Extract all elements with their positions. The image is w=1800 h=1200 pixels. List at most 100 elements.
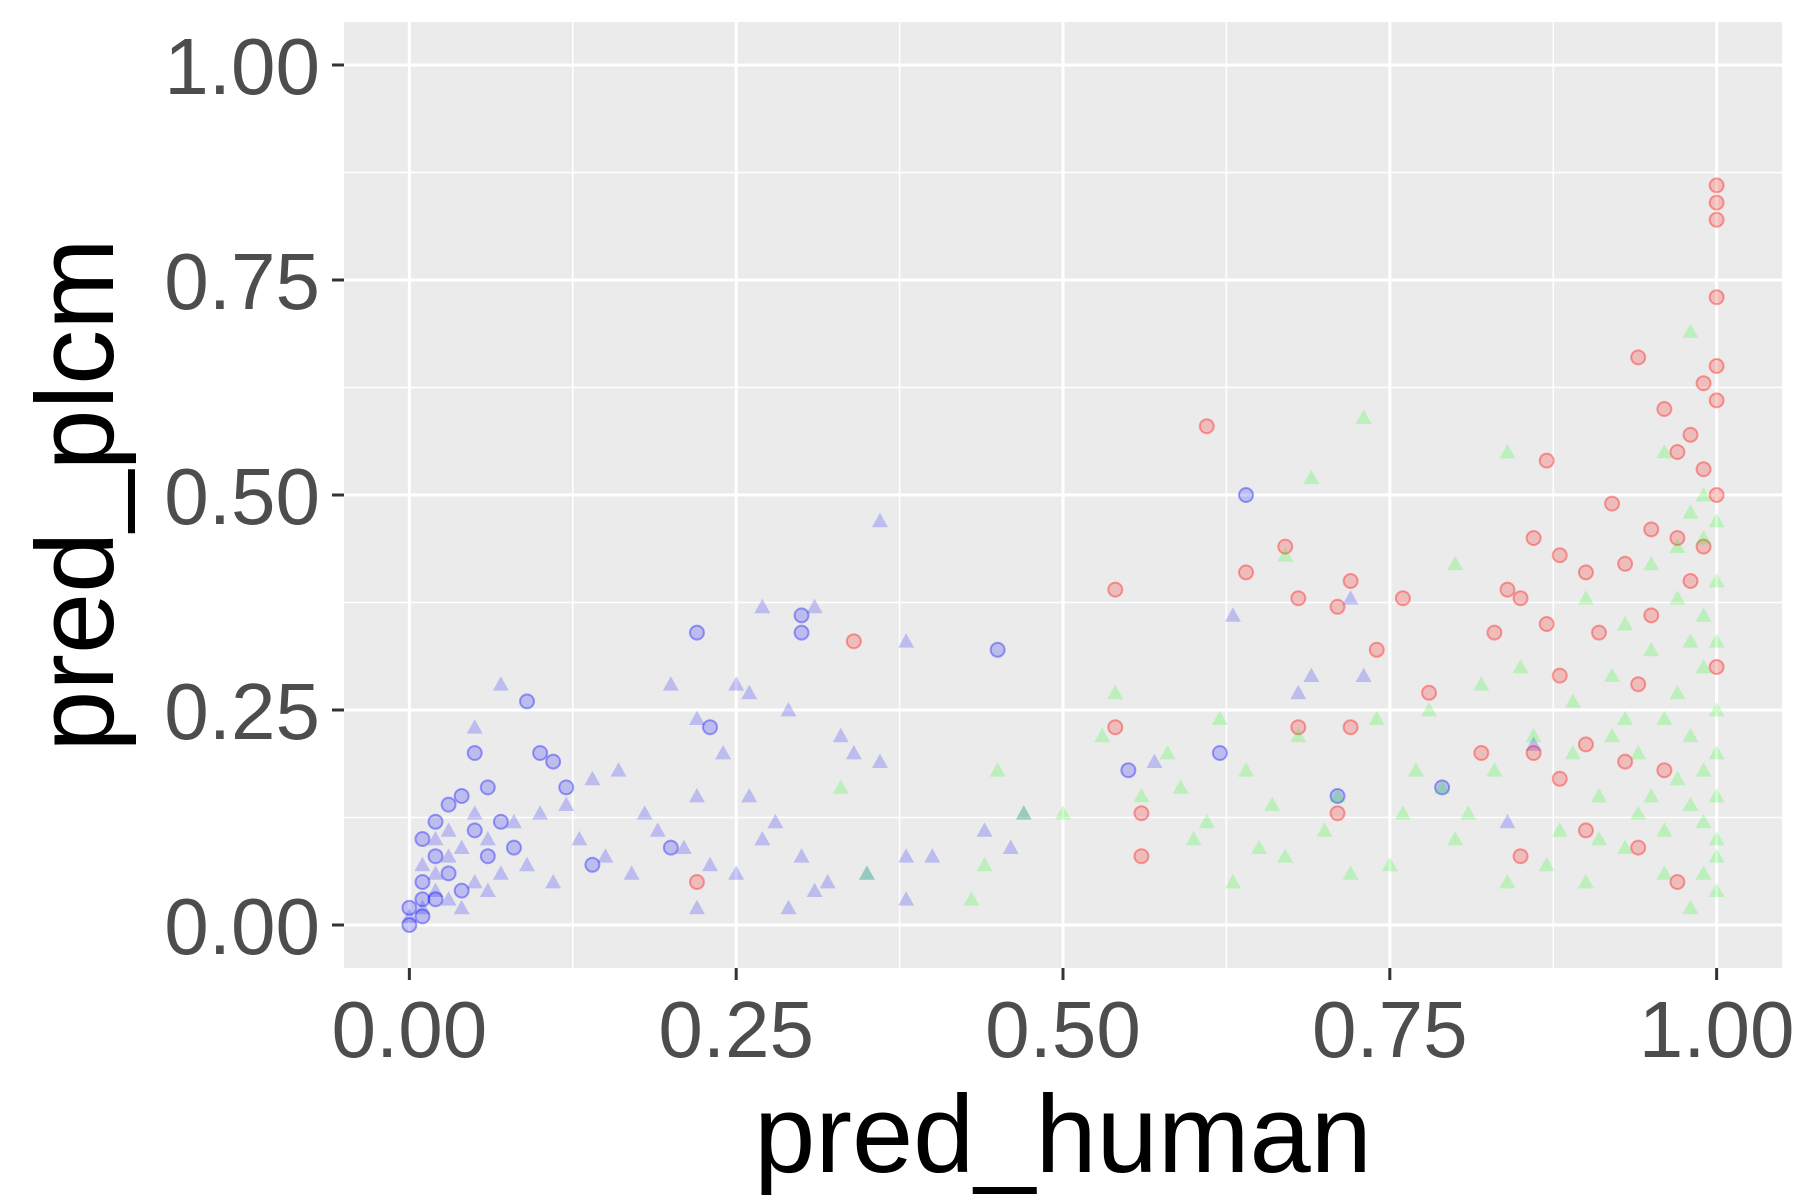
data-point-circle <box>1329 805 1346 822</box>
data-point-triangle <box>702 856 719 872</box>
data-point-triangle <box>1617 616 1634 631</box>
data-point-triangle <box>1708 788 1725 803</box>
data-point-circle <box>1473 745 1490 761</box>
data-point-triangle <box>1303 667 1320 682</box>
data-point-triangle <box>1002 839 1019 854</box>
data-point-triangle <box>728 865 745 880</box>
data-point-circle <box>1630 349 1647 366</box>
data-point-triangle <box>1708 633 1725 648</box>
data-point-triangle <box>440 848 457 863</box>
data-point-circle <box>688 624 705 641</box>
data-point-triangle <box>545 874 562 889</box>
data-point-triangle <box>1394 805 1411 820</box>
data-point-triangle <box>832 779 849 794</box>
data-point-triangle <box>440 822 457 837</box>
y-tick-label: 1.00 <box>164 22 320 111</box>
major-gridlines <box>344 22 1782 968</box>
data-point-circle <box>1290 719 1307 736</box>
data-point-triangle <box>1669 684 1686 700</box>
data-point-circle <box>545 753 562 770</box>
data-point-triangle <box>1277 848 1294 863</box>
x-tick-label: 0.25 <box>658 985 814 1074</box>
data-point-circle <box>1238 487 1255 503</box>
data-point-circle <box>1512 848 1529 865</box>
data-point-triangle <box>793 848 810 863</box>
data-point-triangle <box>427 865 444 880</box>
data-point-circle <box>1630 839 1647 856</box>
data-point-triangle <box>505 813 522 829</box>
data-point-triangle <box>1617 839 1634 854</box>
data-point-triangle <box>819 874 836 889</box>
data-point-triangle <box>1695 530 1712 545</box>
x-axis-title: pred_human <box>754 1073 1372 1196</box>
data-point-triangle <box>1708 745 1725 760</box>
data-point-triangle <box>479 831 496 846</box>
data-point-circle <box>1682 426 1699 443</box>
data-point-triangle <box>466 719 483 734</box>
data-point-triangle <box>1617 710 1634 725</box>
data-point-circle <box>1551 667 1568 684</box>
data-point-triangle <box>401 908 418 923</box>
data-point-triangle <box>1355 409 1372 424</box>
data-point-triangle <box>466 874 483 889</box>
data-point-circle <box>793 624 810 641</box>
data-point-triangle <box>1538 856 1555 872</box>
data-point-triangle <box>688 788 705 803</box>
y-tick-label: 0.75 <box>164 237 320 326</box>
data-point-circle <box>532 745 549 761</box>
data-point-triangle <box>1564 693 1581 708</box>
data-point-triangle <box>754 831 771 846</box>
data-point-triangle <box>780 702 797 717</box>
data-point-circle <box>1551 547 1568 564</box>
data-point-triangle <box>1015 805 1032 820</box>
data-point-circle <box>414 891 431 908</box>
data-point-circle <box>1708 659 1725 675</box>
data-point-triangle <box>1251 839 1268 854</box>
x-tick-label: 0.75 <box>1312 985 1468 1074</box>
data-point-circle <box>1525 530 1542 546</box>
data-point-triangle <box>440 891 457 906</box>
x-tick-label: 1.00 <box>1639 985 1795 1074</box>
data-point-circle <box>1656 762 1673 779</box>
data-points <box>401 177 1725 933</box>
data-point-triangle <box>1590 788 1607 803</box>
data-point-triangle <box>1264 796 1281 811</box>
data-point-triangle <box>1198 813 1215 829</box>
data-point-triangle <box>1290 727 1307 743</box>
data-point-circle <box>492 813 509 830</box>
data-point-circle <box>414 874 431 890</box>
data-point-triangle <box>675 839 692 854</box>
data-point-triangle <box>1525 736 1542 751</box>
data-point-circle <box>1577 736 1594 753</box>
data-point-triangle <box>780 899 797 915</box>
data-point-triangle <box>662 676 679 691</box>
data-point-triangle <box>1342 865 1359 880</box>
data-point-circle <box>1708 358 1725 374</box>
data-point-circle <box>1708 177 1725 194</box>
y-tick-label: 0.25 <box>164 667 320 756</box>
data-point-triangle <box>492 676 509 691</box>
data-point-triangle <box>1303 469 1320 485</box>
x-tick-label: 0.50 <box>985 985 1141 1074</box>
data-point-triangle <box>519 856 536 872</box>
data-point-triangle <box>1525 727 1542 743</box>
data-point-triangle <box>1695 487 1712 502</box>
data-point-triangle <box>976 822 993 837</box>
data-point-circle <box>1708 392 1725 409</box>
data-point-circle <box>1525 745 1542 761</box>
data-point-triangle <box>1669 770 1686 786</box>
data-point-triangle <box>1656 710 1673 725</box>
data-point-circle <box>401 917 418 933</box>
data-point-triangle <box>453 839 470 854</box>
data-point-circle <box>1211 745 1228 761</box>
data-point-circle <box>440 796 457 813</box>
data-point-circle <box>1434 779 1451 796</box>
data-point-triangle <box>871 753 888 768</box>
data-point-triangle <box>584 770 601 786</box>
data-point-triangle <box>1643 641 1660 657</box>
data-point-triangle <box>1381 856 1398 872</box>
data-point-triangle <box>571 831 588 846</box>
data-point-circle <box>1486 624 1503 641</box>
data-point-triangle <box>1146 753 1163 768</box>
data-point-triangle <box>924 848 941 863</box>
